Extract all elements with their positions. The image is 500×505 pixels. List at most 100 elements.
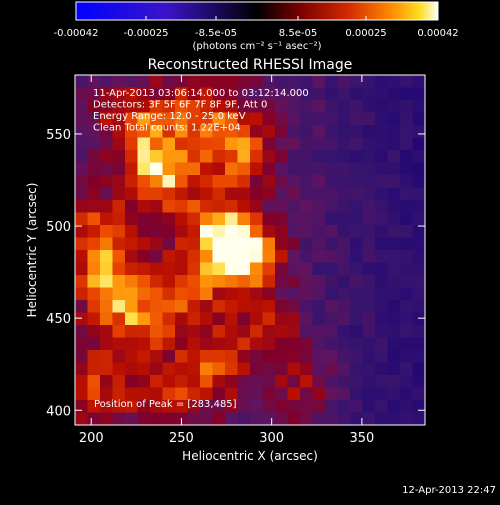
- heatmap-cell: [262, 337, 276, 351]
- heatmap-cell: [150, 162, 164, 176]
- heatmap-cell: [375, 175, 389, 189]
- heatmap-cell: [262, 112, 276, 126]
- heatmap-cell: [75, 175, 89, 189]
- heatmap-cell: [275, 387, 289, 401]
- heatmap-cell: [175, 375, 189, 389]
- heatmap-cell: [337, 325, 351, 339]
- heatmap-cell: [225, 225, 239, 239]
- heatmap-cell: [225, 350, 239, 364]
- heatmap-cell: [237, 212, 251, 226]
- heatmap-cell: [125, 162, 139, 176]
- heatmap-cell: [225, 175, 239, 189]
- heatmap-cell: [162, 112, 176, 126]
- heatmap-cell: [225, 362, 239, 376]
- heatmap-cell: [300, 212, 314, 226]
- heatmap-cell: [275, 275, 289, 289]
- heatmap-cell: [400, 300, 414, 314]
- heatmap-cell: [87, 175, 101, 189]
- heatmap-cell: [250, 300, 264, 314]
- heatmap-cell: [150, 75, 164, 89]
- heatmap-cell: [287, 100, 301, 114]
- heatmap-cell: [250, 262, 264, 276]
- heatmap-cell: [400, 162, 414, 176]
- heatmap-cell: [125, 287, 139, 301]
- heatmap-cell: [225, 312, 239, 326]
- heatmap-cell: [337, 137, 351, 151]
- heatmap-cell: [175, 337, 189, 351]
- colorbar: -0.00042 -0.00025 -8.5e-05 8.5e-05 0.00025 0.…: [54, 1, 459, 52]
- heatmap-cell: [325, 150, 339, 164]
- heatmap-cell: [225, 275, 239, 289]
- heatmap-cell: [275, 150, 289, 164]
- heatmap-cell: [162, 200, 176, 214]
- heatmap-cell: [112, 225, 126, 239]
- heatmap-cell: [175, 362, 189, 376]
- heatmap-cell: [275, 237, 289, 251]
- heatmap-cell: [312, 75, 326, 89]
- heatmap-cell: [337, 175, 351, 189]
- heatmap-cell: [325, 87, 339, 101]
- heatmap-cell: [387, 287, 401, 301]
- heatmap-cell: [337, 287, 351, 301]
- heatmap-cell: [150, 337, 164, 351]
- heatmap-cell: [250, 87, 264, 101]
- heatmap-cell: [87, 237, 101, 251]
- heatmap-cell: [412, 275, 425, 289]
- heatmap-cell: [287, 300, 301, 314]
- heatmap-cell: [112, 87, 126, 101]
- heatmap-cell: [100, 87, 114, 101]
- heatmap-cell: [150, 100, 164, 114]
- heatmap-cell: [187, 150, 201, 164]
- heatmap-cell: [250, 112, 264, 126]
- heatmap-cell: [287, 137, 301, 151]
- heatmap-cell: [212, 337, 226, 351]
- heatmap-cell: [312, 400, 326, 414]
- heatmap-cell: [137, 187, 151, 201]
- heatmap-cell: [225, 100, 239, 114]
- heatmap-cell: [162, 175, 176, 189]
- heatmap-cell: [75, 225, 89, 239]
- heatmap-cell: [200, 112, 214, 126]
- heatmap-cell: [387, 275, 401, 289]
- heatmap-cell: [212, 300, 226, 314]
- heatmap-cell: [75, 312, 89, 326]
- heatmap-cell: [137, 237, 151, 251]
- heatmap-cell: [412, 325, 425, 339]
- heatmap-cell: [250, 162, 264, 176]
- heatmap-cell: [287, 362, 301, 376]
- heatmap-cell: [200, 362, 214, 376]
- heatmap-cell: [337, 187, 351, 201]
- chart-title: Reconstructed RHESSI Image: [148, 57, 353, 73]
- heatmap-cell: [237, 112, 251, 126]
- heatmap-cell: [200, 175, 214, 189]
- heatmap-cell: [412, 337, 425, 351]
- heatmap-cell: [150, 112, 164, 126]
- heatmap-cell: [300, 350, 314, 364]
- heatmap-cell: [125, 350, 139, 364]
- heatmap-cell: [400, 137, 414, 151]
- heatmap-cell: [325, 75, 339, 89]
- heatmap-cell: [212, 262, 226, 276]
- heatmap-cell: [225, 75, 239, 89]
- heatmap-cell: [237, 125, 251, 139]
- heatmap-cell: [225, 137, 239, 151]
- heatmap-cell: [112, 325, 126, 339]
- heatmap-cell: [287, 400, 301, 414]
- heatmap-cell: [387, 100, 401, 114]
- heatmap-cell: [150, 362, 164, 376]
- heatmap-cell: [137, 162, 151, 176]
- heatmap-cell: [112, 375, 126, 389]
- heatmap-cell: [75, 200, 89, 214]
- heatmap-cell: [175, 300, 189, 314]
- heatmap-cell: [87, 337, 101, 351]
- heatmap-cell: [75, 137, 89, 151]
- heatmap-cell: [212, 162, 226, 176]
- heatmap-cell: [362, 375, 376, 389]
- heatmap-cell: [337, 275, 351, 289]
- heatmap-cell: [75, 337, 89, 351]
- heatmap-cell: [200, 375, 214, 389]
- heatmap-cell: [225, 150, 239, 164]
- heatmap-cell: [175, 187, 189, 201]
- heatmap-cell: [375, 412, 389, 425]
- heatmap-cell: [312, 137, 326, 151]
